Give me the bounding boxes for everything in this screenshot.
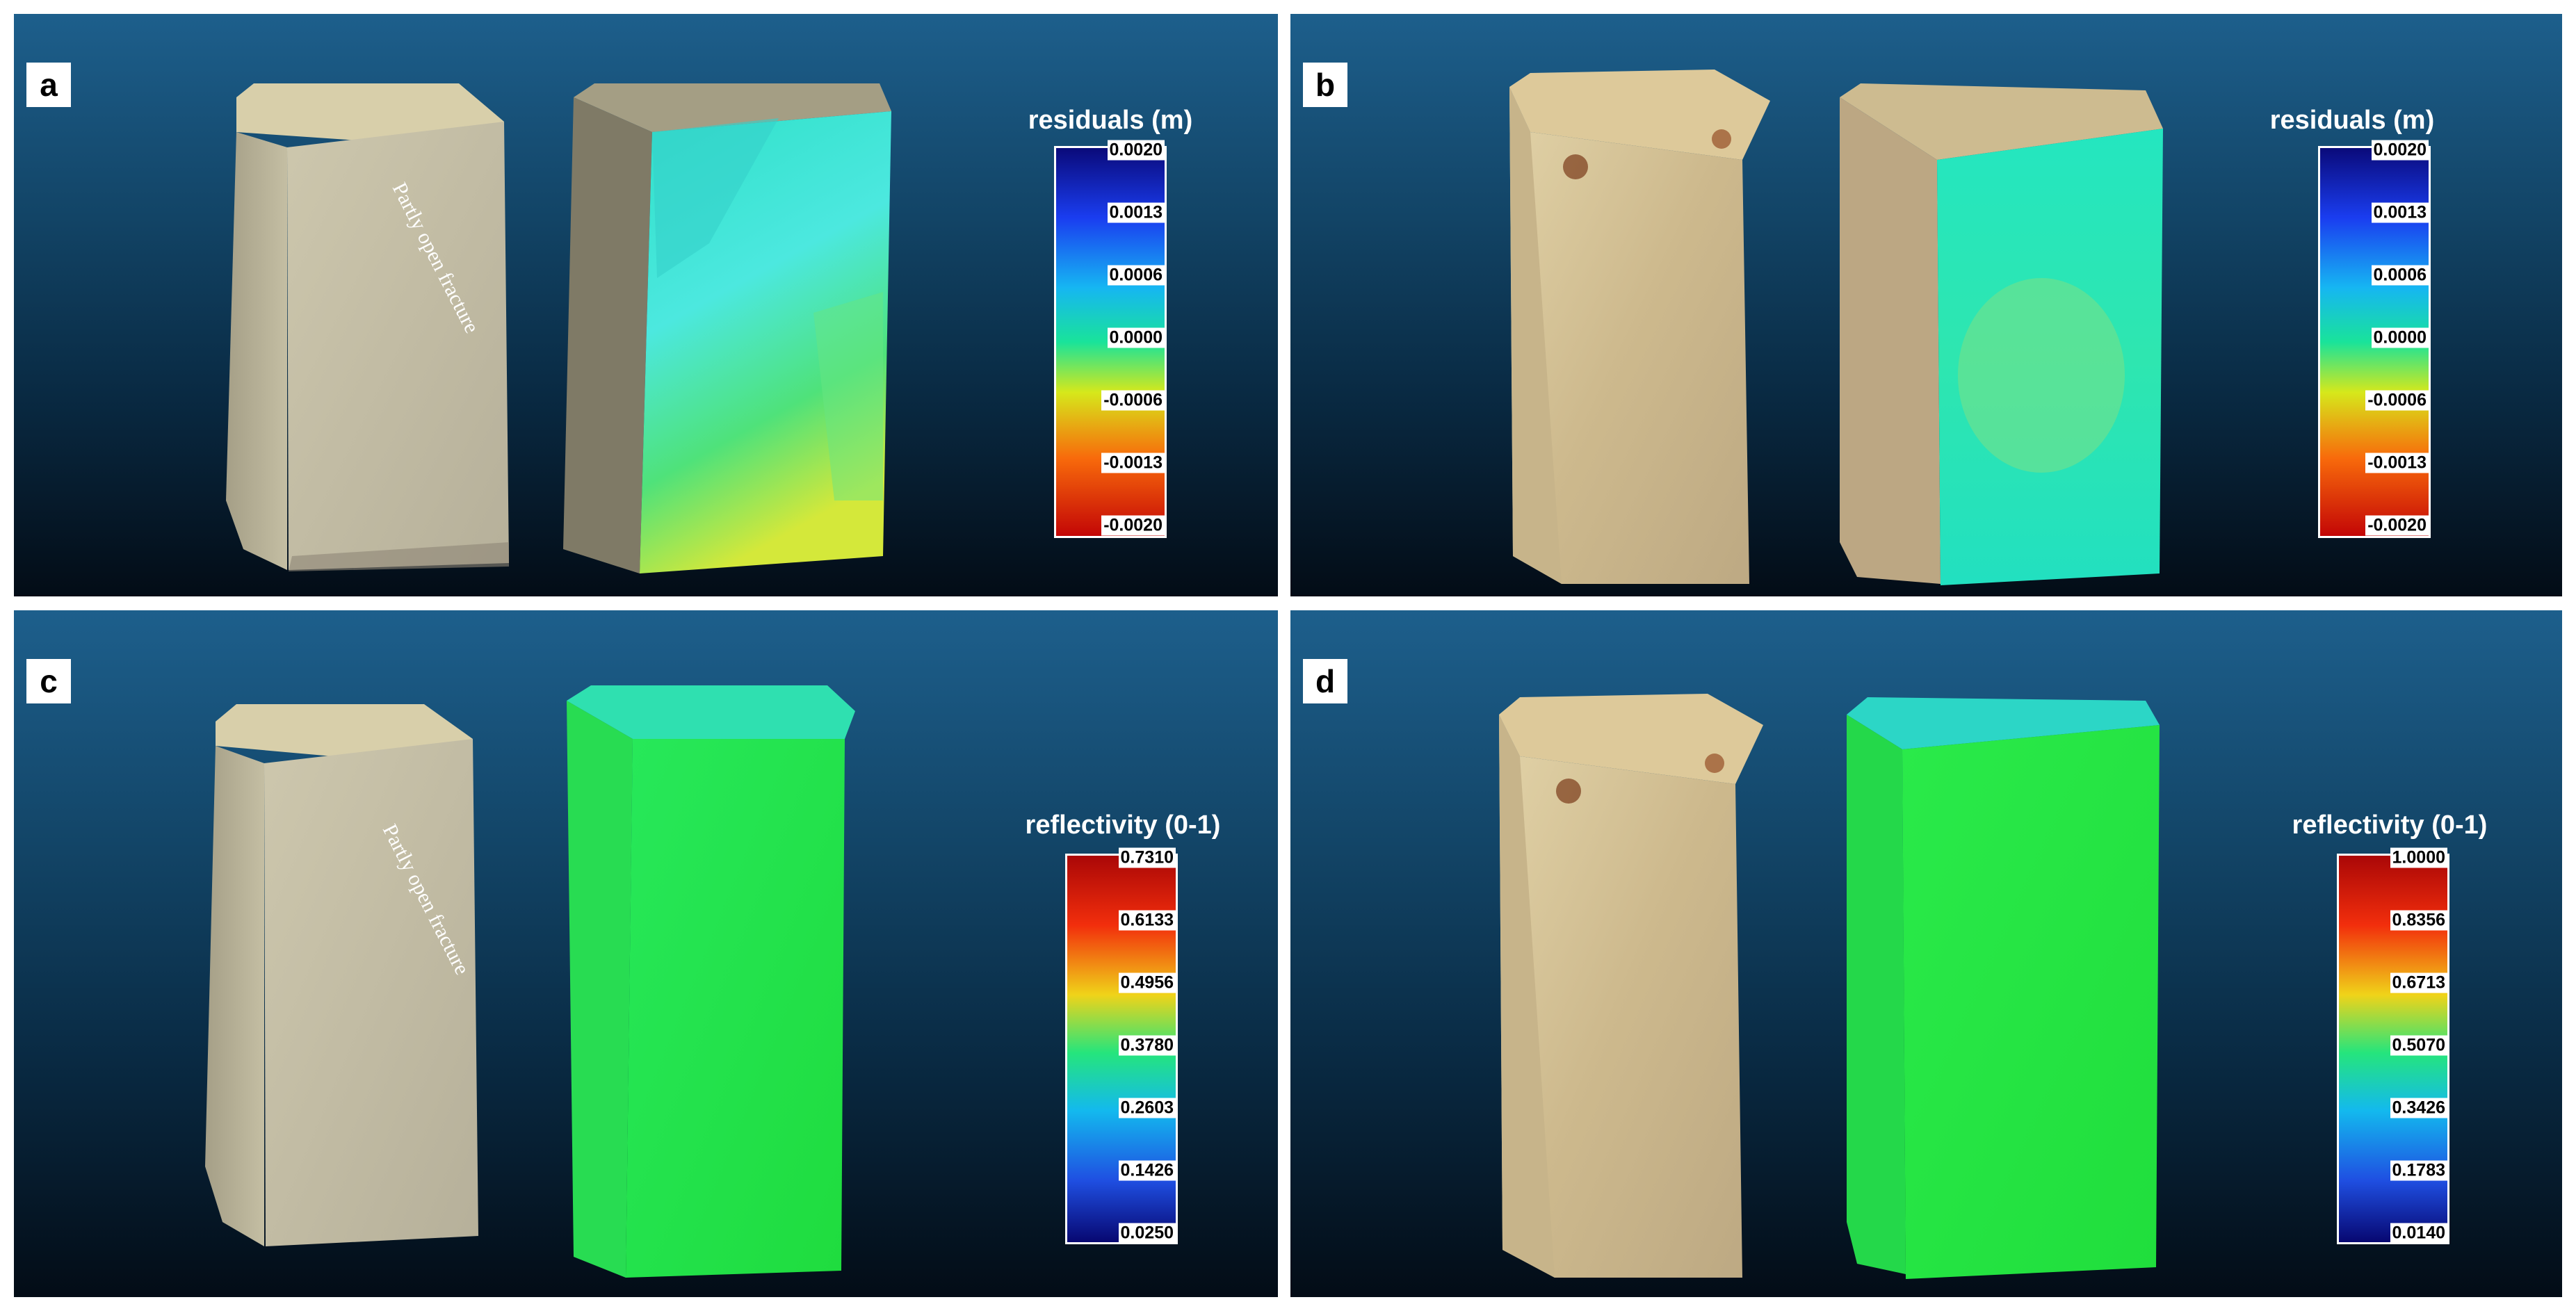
colorbar-tick: 0.0013 xyxy=(2371,202,2429,223)
colorbar-tick: 0.0013 xyxy=(1107,202,1165,223)
reflectivity-map-sample xyxy=(1847,697,2160,1279)
colorbar-b: 0.0020 0.0013 0.0006 0.0000 -0.0006 -0.0… xyxy=(2318,140,2431,538)
reflectivity-map-sample xyxy=(567,685,855,1278)
colorbar-c: 0.7310 0.6133 0.4956 0.3780 0.2603 0.142… xyxy=(1065,847,1178,1244)
panel-d-scene xyxy=(1499,694,2160,1279)
panel-label-b: b xyxy=(1303,63,1347,107)
colorbar-tick: -0.0006 xyxy=(2365,390,2429,411)
colorbar-tick: 0.0006 xyxy=(2371,265,2429,286)
colorbar-tick: -0.0006 xyxy=(1101,390,1165,411)
colorbar-tick: 0.0020 xyxy=(2371,140,2429,161)
rock-sample-photo xyxy=(205,704,478,1246)
panel-c: c Partly open fracture reflectivity (0-1… xyxy=(14,610,1278,1297)
colorbar-tick: -0.0020 xyxy=(1101,515,1165,536)
colorbar-tick: -0.0013 xyxy=(2365,453,2429,473)
panel-label-c: c xyxy=(26,659,71,703)
colorbar-tick: 0.6133 xyxy=(1118,910,1176,931)
panel-c-scene xyxy=(205,685,855,1278)
colorbar-tick: 0.5070 xyxy=(2390,1035,2447,1056)
panel-a: a Partly open fracture residuals (m) 0.0… xyxy=(14,14,1278,596)
colorbar-tick: -0.0020 xyxy=(2365,515,2429,536)
panel-label-a: a xyxy=(26,63,71,107)
panel-b: b residuals (m) 0.0020 0.0013 0.0006 0.0… xyxy=(1290,14,2562,596)
colorbar-tick: 0.0000 xyxy=(1107,327,1165,348)
colorbar-title-a: residuals (m) xyxy=(1028,106,1193,135)
colorbar-title-d: reflectivity (0-1) xyxy=(2292,811,2488,840)
panel-a-scene xyxy=(226,83,891,573)
colorbar-title-b: residuals (m) xyxy=(2269,106,2435,135)
colorbar-tick: 0.3780 xyxy=(1118,1035,1176,1056)
colorbar-tick: 0.0020 xyxy=(1107,140,1165,161)
colorbar-tick: 0.4956 xyxy=(1118,972,1176,993)
colorbar-tick: 0.8356 xyxy=(2390,910,2447,931)
colorbar-tick: 0.0000 xyxy=(2371,327,2429,348)
colorbar-d: 1.0000 0.8356 0.6713 0.5070 0.3426 0.178… xyxy=(2337,847,2449,1244)
residual-map-sample xyxy=(1840,83,2163,585)
residual-map-sample xyxy=(563,83,891,573)
colorbar-tick: 0.0250 xyxy=(1118,1223,1176,1244)
colorbar-tick: 0.6713 xyxy=(2390,972,2447,993)
panel-b-scene xyxy=(1509,70,2163,585)
colorbar-tick: 0.0006 xyxy=(1107,265,1165,286)
rock-sample-photo xyxy=(1499,694,1763,1278)
colorbar-tick: -0.0013 xyxy=(1101,453,1165,473)
panel-label-d: d xyxy=(1303,659,1347,703)
panel-d: d reflectivity (0-1) 1.0000 0.8356 0.671… xyxy=(1290,610,2562,1297)
colorbar-tick: 0.7310 xyxy=(1118,847,1176,868)
colorbar-a: 0.0020 0.0013 0.0006 0.0000 -0.0006 -0.0… xyxy=(1054,140,1167,538)
colorbar-tick: 0.3426 xyxy=(2390,1098,2447,1118)
colorbar-tick: 0.0140 xyxy=(2390,1223,2447,1244)
colorbar-tick: 0.1783 xyxy=(2390,1160,2447,1181)
colorbar-tick: 1.0000 xyxy=(2390,847,2447,868)
colorbar-title-c: reflectivity (0-1) xyxy=(1025,811,1221,840)
colorbar-tick: 0.2603 xyxy=(1118,1098,1176,1118)
rock-sample-photo xyxy=(226,83,509,571)
colorbar-tick: 0.1426 xyxy=(1118,1160,1176,1181)
rock-sample-photo xyxy=(1509,70,1770,584)
